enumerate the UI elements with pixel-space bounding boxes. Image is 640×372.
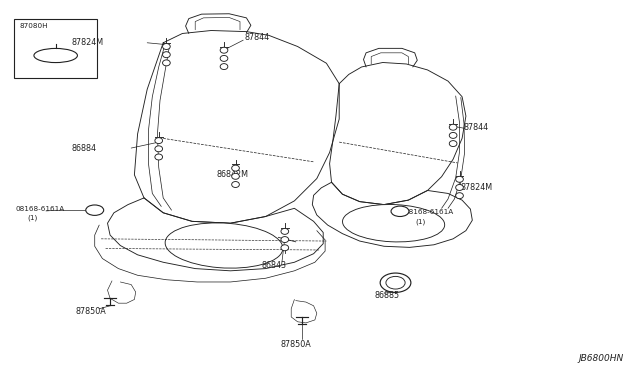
Ellipse shape [232, 173, 239, 179]
Text: 87850A: 87850A [76, 307, 106, 316]
Ellipse shape [220, 64, 228, 70]
Ellipse shape [281, 237, 289, 243]
Text: 08168-6161A: 08168-6161A [404, 209, 454, 215]
Text: 87850A: 87850A [280, 340, 311, 349]
Ellipse shape [281, 228, 289, 234]
Ellipse shape [456, 176, 463, 182]
Ellipse shape [163, 44, 170, 49]
Ellipse shape [386, 276, 405, 289]
Text: 08168-6161A: 08168-6161A [16, 206, 65, 212]
Ellipse shape [342, 205, 445, 242]
Ellipse shape [155, 146, 163, 152]
Ellipse shape [163, 52, 170, 58]
Ellipse shape [232, 182, 239, 187]
Ellipse shape [232, 165, 239, 171]
Text: 86842M: 86842M [216, 170, 248, 179]
Text: 87844: 87844 [464, 123, 489, 132]
Ellipse shape [220, 47, 228, 53]
Ellipse shape [155, 154, 163, 160]
Text: 1: 1 [93, 208, 97, 213]
Ellipse shape [449, 124, 457, 130]
Ellipse shape [163, 60, 170, 66]
Ellipse shape [380, 273, 411, 292]
Ellipse shape [281, 245, 289, 251]
Text: 86843: 86843 [261, 262, 286, 270]
Ellipse shape [220, 55, 228, 61]
Text: 86885: 86885 [374, 291, 399, 300]
Circle shape [86, 205, 104, 215]
Text: 87824M: 87824M [72, 38, 104, 47]
Ellipse shape [456, 193, 463, 199]
Ellipse shape [165, 223, 283, 268]
Circle shape [391, 206, 409, 217]
Text: (1): (1) [415, 218, 426, 225]
Bar [14, 19, 97, 78]
Text: 87080H: 87080H [19, 23, 48, 29]
Ellipse shape [34, 48, 77, 62]
Ellipse shape [449, 141, 457, 147]
Ellipse shape [155, 138, 163, 144]
Text: (1): (1) [27, 214, 37, 221]
Text: JB6800HN: JB6800HN [579, 354, 624, 363]
Text: 87844: 87844 [244, 33, 269, 42]
Text: 87824M: 87824M [461, 183, 493, 192]
Ellipse shape [456, 185, 463, 190]
Text: 1: 1 [398, 209, 402, 214]
Ellipse shape [449, 132, 457, 138]
Text: 86884: 86884 [72, 144, 97, 153]
